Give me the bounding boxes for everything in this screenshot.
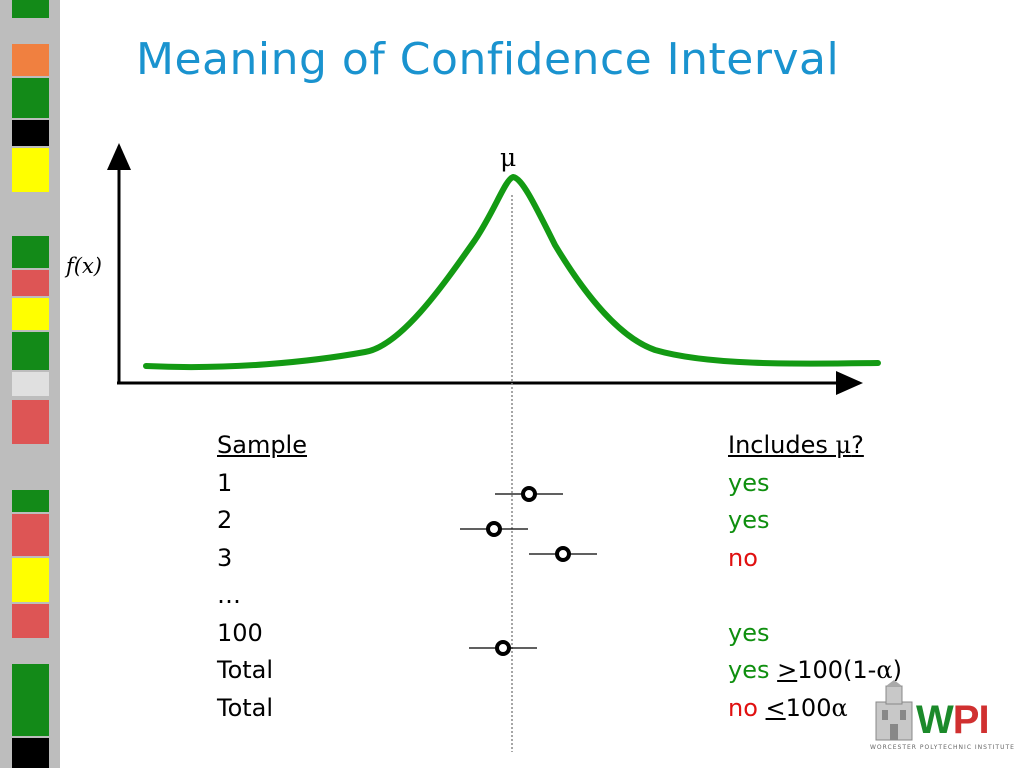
sample-row: 3 [217, 543, 233, 572]
y-axis-label: f(x) [66, 254, 103, 278]
interval-100-center [495, 640, 511, 656]
interval-2 [460, 521, 528, 537]
tower-icon [875, 680, 913, 741]
result-total-yes: yes >100(1-α) [728, 656, 902, 684]
interval-3 [529, 546, 597, 562]
result-row: yes [728, 506, 770, 534]
wpi-subtitle: WORCESTER POLYTECHNIC INSTITUTE [870, 744, 1015, 751]
result-row: yes [728, 618, 770, 647]
includes-column: Includes μ? yes yes no yes yes >100(1-α)… [728, 427, 902, 727]
mu-label: μ [500, 143, 517, 172]
decorative-color-strip [0, 0, 60, 768]
interval-100 [469, 640, 537, 656]
sample-row: … [217, 581, 241, 609]
interval-1-center [521, 486, 537, 502]
interval-3-center [555, 546, 571, 562]
density-curve [143, 174, 881, 371]
result-row: yes [728, 468, 770, 497]
includes-header: Includes μ? [728, 431, 864, 459]
wpi-wordmark: WPI [916, 698, 990, 742]
interval-2-center [486, 521, 502, 537]
sample-header: Sample [217, 431, 307, 459]
sample-row: Total [217, 656, 274, 684]
result-row-empty [728, 577, 902, 615]
sample-row: 2 [217, 506, 233, 534]
sample-row: 1 [217, 468, 233, 497]
sample-row: 100 [217, 618, 263, 647]
sample-row: Total [217, 693, 274, 722]
result-total-no: no <100α [728, 693, 848, 722]
interval-1 [495, 486, 563, 502]
result-row: no [728, 543, 758, 572]
sample-column: Sample 1 2 3 … 100 Total Total [217, 427, 307, 727]
slide-title: Meaning of Confidence Interval [136, 34, 840, 85]
wpi-logo: WPI WORCESTER POLYTECHNIC INSTITUTE [868, 674, 1018, 758]
